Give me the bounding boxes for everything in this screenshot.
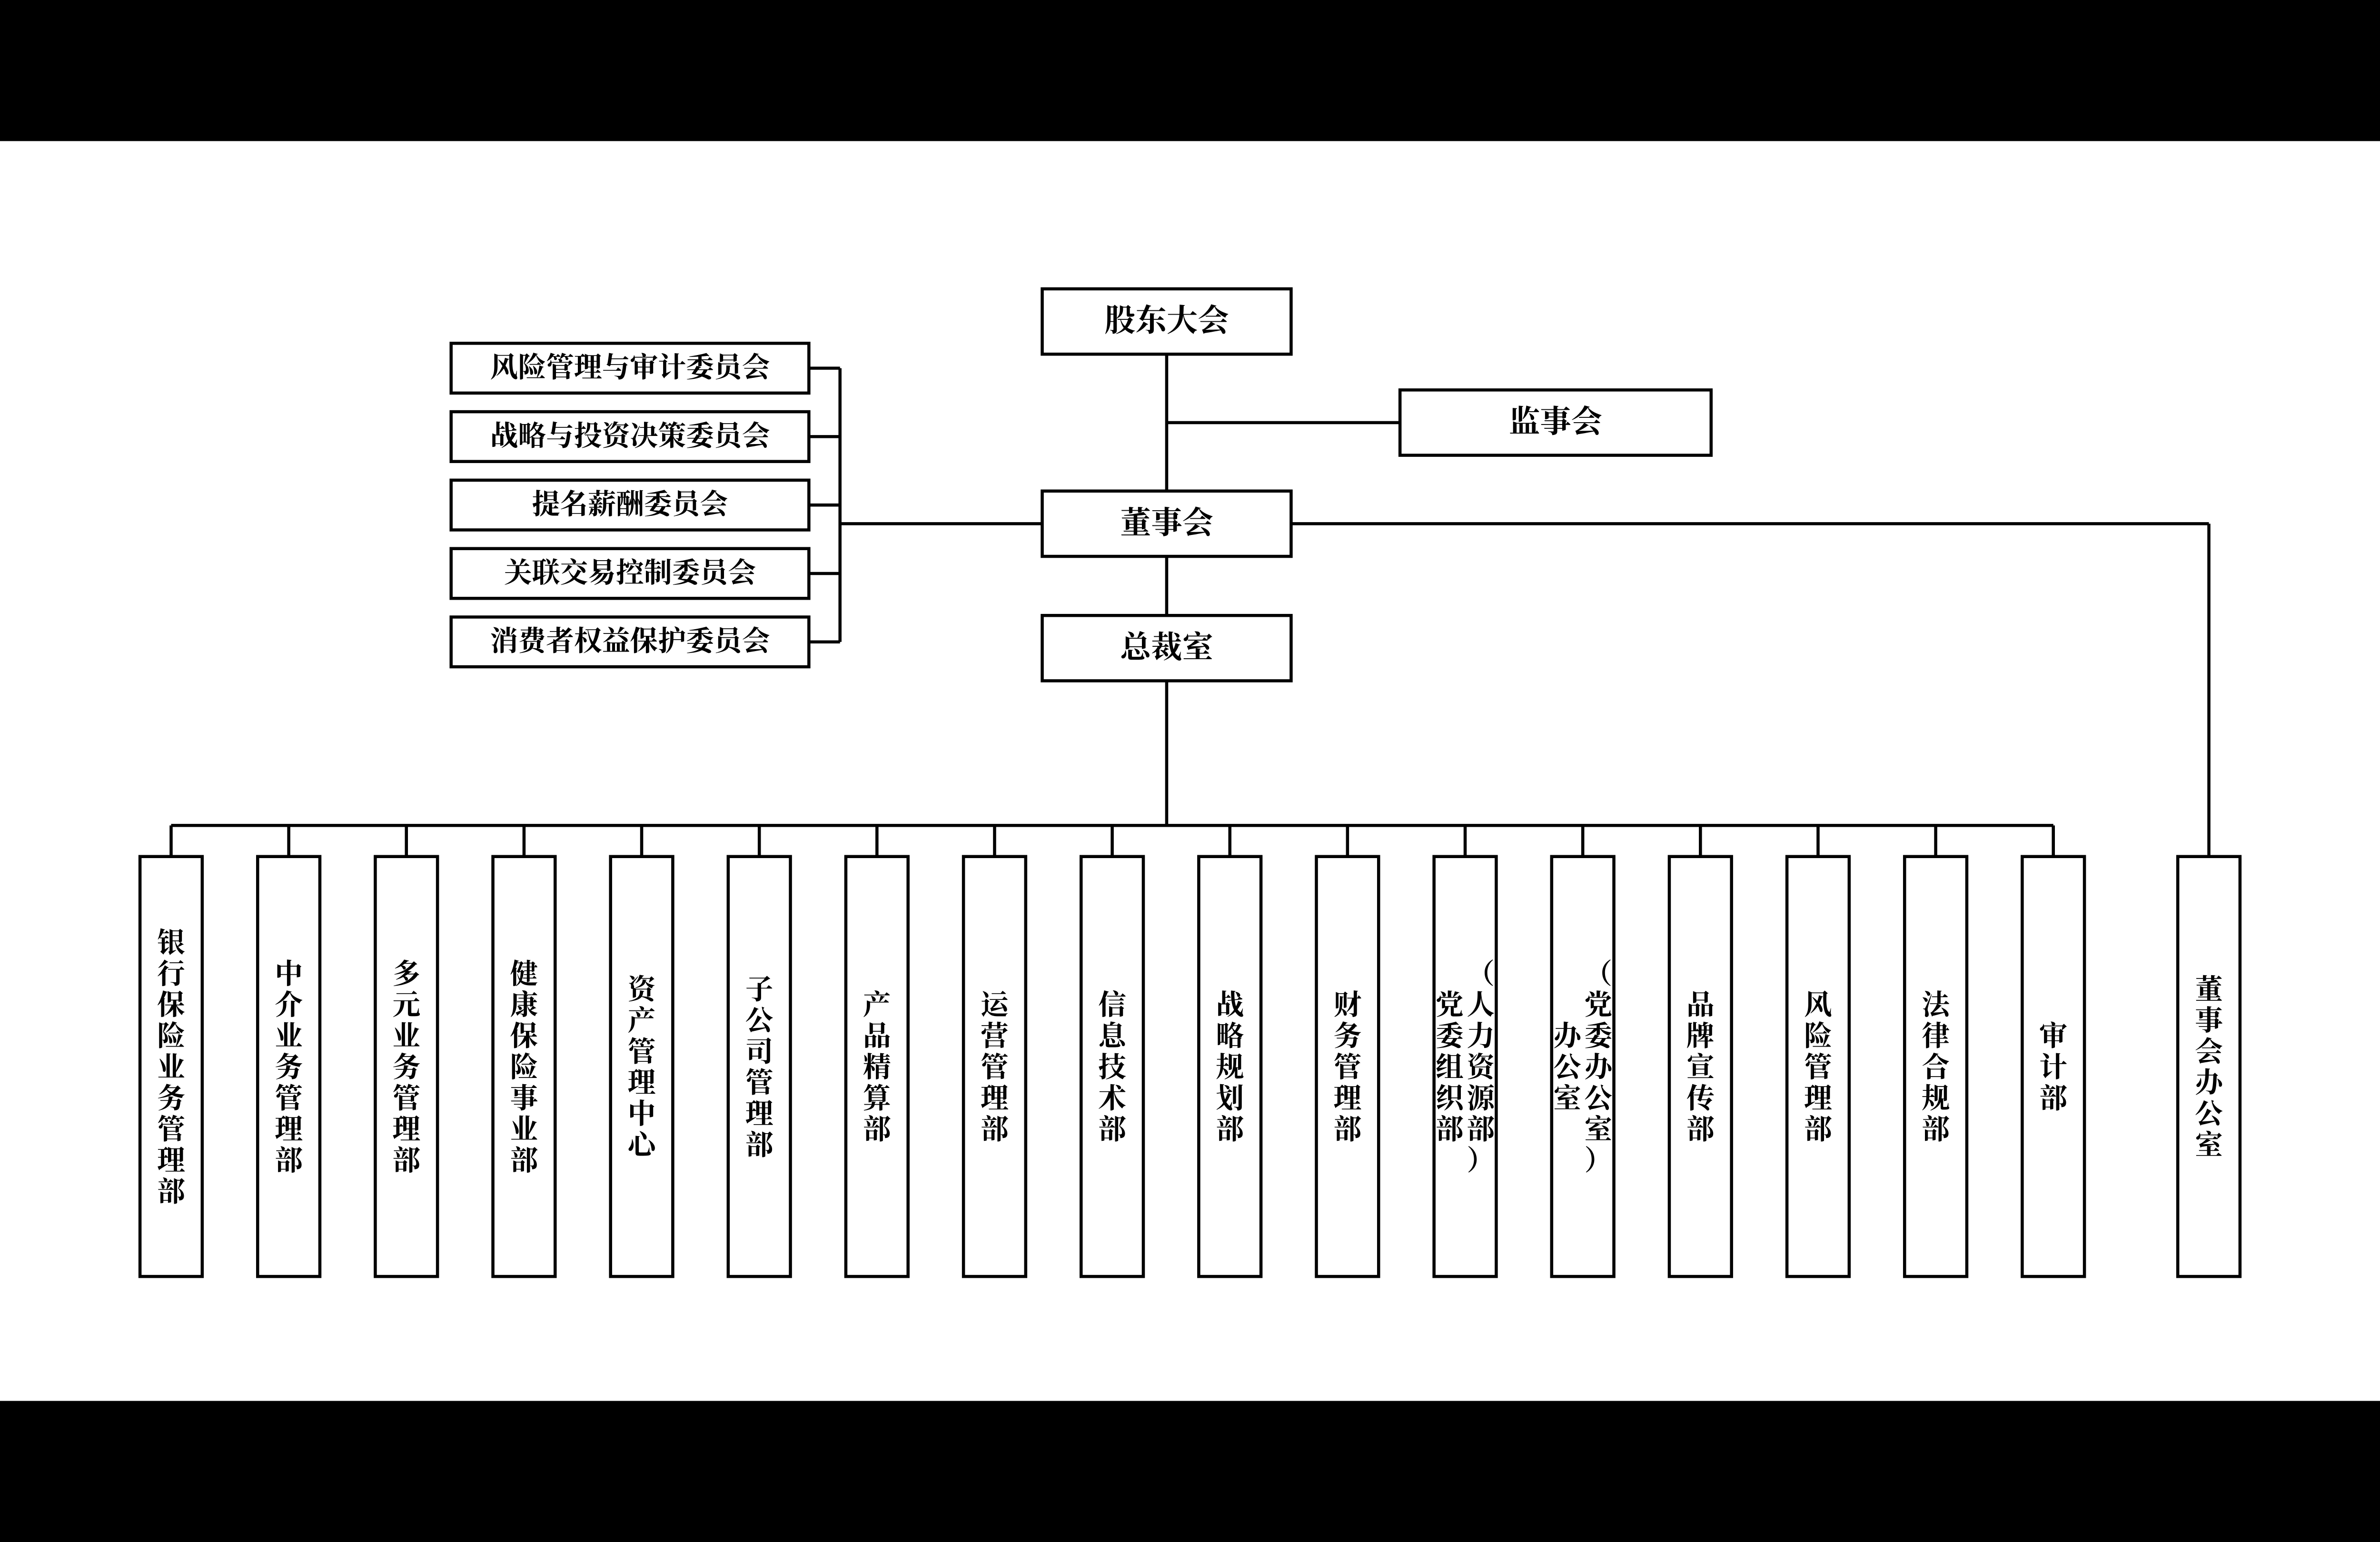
shareholders-label: 股东大会 <box>1104 296 1229 340</box>
c1-label: 风险管理与审计委员会 <box>490 345 770 385</box>
d01-label: 银行保险业务管理部 <box>157 920 185 1209</box>
supervisory-label: 监事会 <box>1509 396 1602 441</box>
d07-label: 产品精算部 <box>863 982 891 1147</box>
d15-label: 风险管理部 <box>1804 982 1832 1147</box>
d11-label: 财务管理部 <box>1333 982 1361 1147</box>
d12-label: 党委组织部（人力资源部） <box>1436 951 1497 1178</box>
org-chart-diagram: 股东大会监事会董事会总裁室 风险管理与审计委员会战略与投资决策委员会提名薪酬委员会… <box>0 0 2380 1542</box>
d14-label: 品牌宣传部 <box>1686 982 1715 1147</box>
president-label: 总裁室 <box>1120 622 1213 667</box>
c5-label: 消费者权益保护委员会 <box>490 618 770 659</box>
c4-label: 关联交易控制委员会 <box>504 550 756 590</box>
d08-label: 运营管理部 <box>981 982 1010 1147</box>
d18-label: 董事会办公室 <box>2195 967 2225 1163</box>
d17-label: 审计部 <box>2039 1013 2067 1116</box>
d04-label: 健康保险事业部 <box>510 951 538 1178</box>
c2-label: 战略与投资决策委员会 <box>490 413 770 454</box>
d16-label: 法律合规部 <box>1922 982 1952 1147</box>
d09-label: 信息技术部 <box>1098 982 1128 1147</box>
c3-label: 提名薪酬委员会 <box>532 482 728 522</box>
d02-label: 中介业务管理部 <box>275 951 303 1178</box>
board-label: 董事会 <box>1120 497 1213 542</box>
d06-label: 子公司管理部 <box>745 967 774 1163</box>
d10-label: 战略规划部 <box>1216 982 1244 1147</box>
d03-label: 多元业务管理部 <box>392 951 420 1178</box>
d05-label: 资产管理中心 <box>628 967 659 1163</box>
